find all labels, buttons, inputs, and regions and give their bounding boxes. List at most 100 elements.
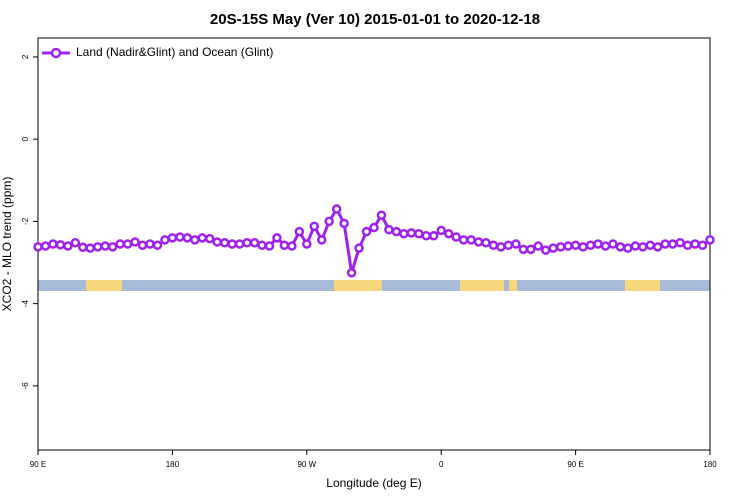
data-point	[578, 242, 588, 252]
data-point	[638, 242, 648, 252]
data-point	[85, 243, 96, 253]
data-point	[234, 239, 245, 249]
data-point	[346, 268, 357, 278]
data-point	[526, 244, 536, 255]
data-point	[600, 241, 611, 251]
data-point	[219, 238, 230, 248]
data-point	[391, 226, 402, 237]
data-point	[667, 239, 678, 249]
x-axis-label: Longitude (deg E)	[326, 476, 421, 490]
data-point	[227, 239, 237, 249]
data-point	[548, 243, 558, 253]
data-point	[428, 231, 439, 241]
data-point	[496, 242, 506, 252]
surface-strip	[38, 280, 710, 291]
data-point	[354, 243, 364, 253]
data-point	[690, 239, 700, 249]
data-point	[137, 240, 148, 250]
data-point	[533, 241, 544, 251]
data-point	[593, 239, 603, 249]
data-point	[257, 240, 267, 250]
data-point	[204, 233, 215, 244]
x-tick-label: 180	[703, 460, 717, 469]
data-point	[264, 241, 275, 251]
data-point	[63, 241, 73, 251]
data-point	[279, 240, 290, 250]
data-point	[160, 235, 170, 245]
x-tick-label: 180	[166, 460, 180, 469]
data-point	[272, 233, 282, 243]
data-point	[287, 241, 297, 251]
data-point	[555, 242, 566, 252]
data-point	[406, 228, 417, 238]
data-point	[473, 237, 484, 247]
data-point	[339, 218, 349, 229]
data-point	[182, 233, 193, 243]
land-strip	[460, 280, 504, 291]
land-strip	[625, 280, 660, 291]
data-point	[190, 235, 200, 245]
data-point	[682, 240, 693, 250]
data-point	[443, 228, 454, 239]
data-point	[675, 238, 685, 248]
data-point	[331, 204, 342, 214]
y-tick-label: -6	[21, 382, 30, 390]
data-point	[130, 237, 140, 247]
data-point	[100, 241, 110, 251]
data-point	[503, 240, 514, 250]
data-point	[384, 224, 394, 235]
data-point	[421, 231, 432, 241]
data-point	[414, 228, 424, 239]
data-point	[294, 226, 305, 237]
data-point	[608, 239, 618, 249]
data-point	[451, 232, 461, 242]
data-point	[570, 240, 581, 250]
data-point	[324, 216, 334, 227]
land-strip	[334, 280, 382, 291]
data-point	[78, 242, 88, 253]
y-tick-label: -4	[21, 300, 30, 308]
data-point	[115, 239, 125, 249]
data-point	[175, 232, 185, 242]
legend-marker	[50, 47, 62, 59]
data-point	[436, 225, 446, 236]
data-point	[48, 239, 58, 249]
data-point	[242, 238, 252, 248]
data-point	[197, 233, 208, 243]
y-tick-label: 2	[21, 54, 30, 59]
data-point	[623, 243, 633, 253]
x-tick-label: 90 W	[297, 460, 316, 469]
data-point	[152, 240, 163, 250]
data-point	[652, 242, 663, 252]
data-point	[309, 221, 320, 232]
data-point	[92, 242, 103, 252]
data-point	[70, 238, 81, 248]
data-point	[122, 239, 133, 249]
data-point	[466, 235, 476, 245]
data-point	[458, 235, 469, 245]
data-point	[55, 240, 66, 250]
y-tick-label: -2	[21, 217, 30, 225]
data-point	[660, 239, 670, 249]
data-point	[488, 240, 499, 250]
data-point	[249, 238, 260, 248]
y-tick-label: 0	[21, 136, 30, 141]
data-point	[563, 241, 573, 251]
data-point	[361, 226, 372, 237]
data-point	[167, 233, 178, 243]
x-tick-label: 0	[439, 460, 444, 469]
data-point	[615, 242, 626, 252]
x-tick-label: 90 E	[30, 460, 46, 469]
data-point	[399, 228, 409, 239]
data-point	[316, 235, 327, 245]
data-point	[585, 240, 596, 250]
data-point	[540, 245, 551, 255]
y-axis-label: XCO2 - MLO trend (ppm)	[0, 177, 14, 312]
x-tick-label: 90 E	[567, 460, 583, 469]
data-point	[33, 242, 43, 252]
chart-title: 20S-15S May (Ver 10) 2015-01-01 to 2020-…	[210, 11, 540, 28]
data-point	[630, 241, 641, 251]
data-point	[705, 235, 715, 245]
